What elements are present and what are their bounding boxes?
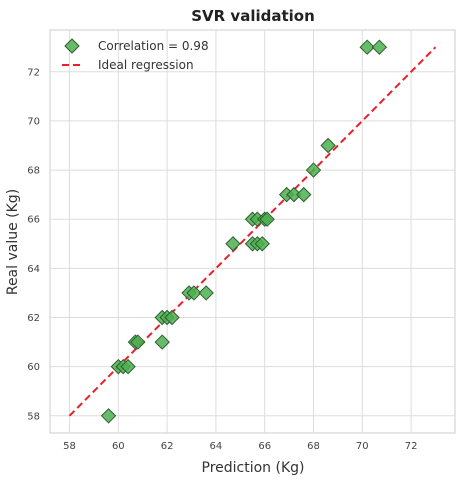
y-axis-label: Real value (Kg) xyxy=(5,189,21,295)
legend-marker-correlation xyxy=(64,38,80,54)
data-point xyxy=(120,358,136,375)
data-point xyxy=(320,137,336,154)
y-tick-label: 70 xyxy=(27,116,40,127)
y-tick-label: 64 xyxy=(27,264,40,275)
legend: Correlation = 0.98 Ideal regression xyxy=(62,38,209,72)
y-tick-label: 60 xyxy=(27,362,40,373)
data-point xyxy=(225,236,241,252)
data-point xyxy=(154,334,170,350)
x-tick-label: 60 xyxy=(112,441,125,452)
legend-label-correlation: Correlation = 0.98 xyxy=(98,39,209,53)
x-tick-label: 68 xyxy=(307,441,320,452)
y-tick-label: 62 xyxy=(27,313,40,324)
x-tick-label: 66 xyxy=(258,441,271,452)
data-point xyxy=(359,39,375,55)
x-tick-label: 70 xyxy=(356,441,369,452)
y-tick-label: 66 xyxy=(27,215,40,226)
data-point xyxy=(254,236,270,252)
x-tick-label: 58 xyxy=(63,441,76,452)
ideal-regression-line xyxy=(68,46,437,417)
x-tick-label: 62 xyxy=(161,441,174,452)
data-point xyxy=(130,334,146,350)
data-point xyxy=(100,408,117,424)
chart-title: SVR validation xyxy=(191,7,315,25)
x-tick-label: 72 xyxy=(405,441,418,452)
plot-area-group: 58 60 62 64 66 68 70 72 58 60 62 64 66 68 70 72 Correlat… xyxy=(27,29,456,452)
data-point xyxy=(186,285,202,301)
data-point xyxy=(371,39,388,55)
data-point xyxy=(259,211,275,227)
legend-label-ideal: Ideal regression xyxy=(98,58,194,72)
data-point xyxy=(198,285,214,301)
y-tick-label: 58 xyxy=(27,411,40,422)
data-point xyxy=(296,186,312,203)
data-point xyxy=(305,162,322,178)
y-tick-label: 72 xyxy=(27,67,40,78)
x-tick-label: 64 xyxy=(210,441,223,452)
y-tick-label: 68 xyxy=(27,166,40,177)
data-point xyxy=(164,309,180,326)
x-axis-label: Prediction (Kg) xyxy=(202,460,305,476)
